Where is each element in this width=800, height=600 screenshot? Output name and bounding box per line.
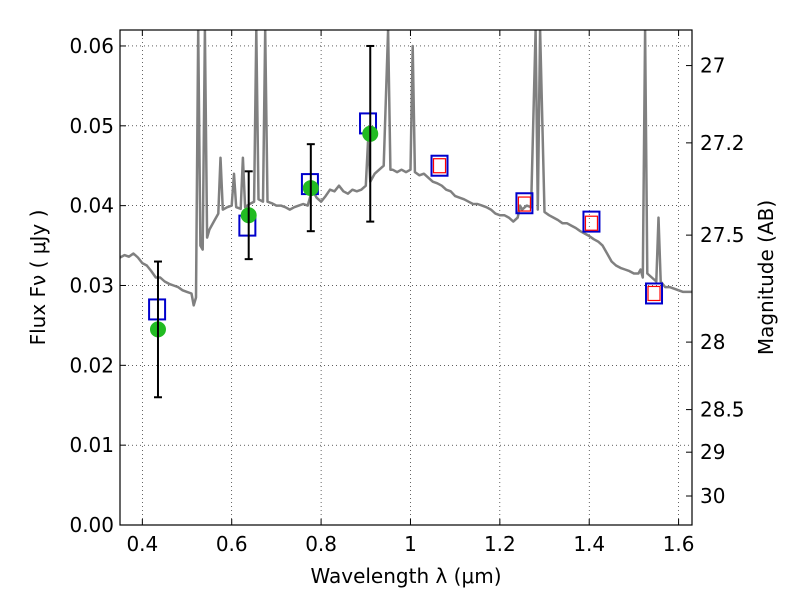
mag-tick-label: 27.5 <box>700 223 745 247</box>
mag-tick-label: 30 <box>700 484 725 508</box>
x-axis-title: Wavelength λ (μm) <box>310 564 501 588</box>
x-tick-label: 0.6 <box>216 532 248 556</box>
y-tick-label: 0.01 <box>69 433 114 457</box>
x-tick-label: 1.2 <box>484 532 516 556</box>
plot-frame <box>119 29 693 526</box>
mag-tick-label: 28.5 <box>700 398 745 422</box>
model-flux-inner-square <box>647 285 661 302</box>
plot-area <box>120 30 692 399</box>
model-flux-inner-square <box>584 215 599 231</box>
model-flux-square <box>515 192 534 215</box>
x-tick-label: 0.8 <box>305 532 337 556</box>
mag-tick-label: 29 <box>700 440 725 464</box>
y-tick-label: 0.05 <box>69 114 114 138</box>
y-tick-label: 0.06 <box>69 34 114 58</box>
y-tick-label: 0.02 <box>69 353 114 377</box>
mag-tick-label: 28 <box>700 330 725 354</box>
y-tick-label: 0.00 <box>69 513 114 537</box>
mag-tick-label: 27 <box>700 54 725 78</box>
axes: 0.4 0.6 0.8 1 1.2 1.4 1.6 0.00 0.01 0.02 0.03 0.04 0… <box>69 30 745 556</box>
model-flux-square <box>582 210 601 233</box>
mag-tick-label: 27.2 <box>700 131 745 155</box>
model-flux-square <box>430 154 449 177</box>
y-tick-label: 0.04 <box>69 194 114 218</box>
y-tick-label: 0.03 <box>69 273 114 297</box>
model-flux-square <box>645 282 664 305</box>
x-tick-label: 1.4 <box>573 532 605 556</box>
x-tick-label: 0.4 <box>126 532 158 556</box>
model-spectrum-line <box>120 30 692 307</box>
model-flux-inner-square <box>432 158 447 174</box>
x-tick-label: 1.6 <box>663 532 695 556</box>
model-flux-inner-square <box>517 196 532 212</box>
y-axis-title: Flux Fν ( μJy ) <box>26 210 50 346</box>
right-axis-title: Magnitude (AB) <box>754 200 778 355</box>
x-tick-label: 1 <box>404 532 417 556</box>
